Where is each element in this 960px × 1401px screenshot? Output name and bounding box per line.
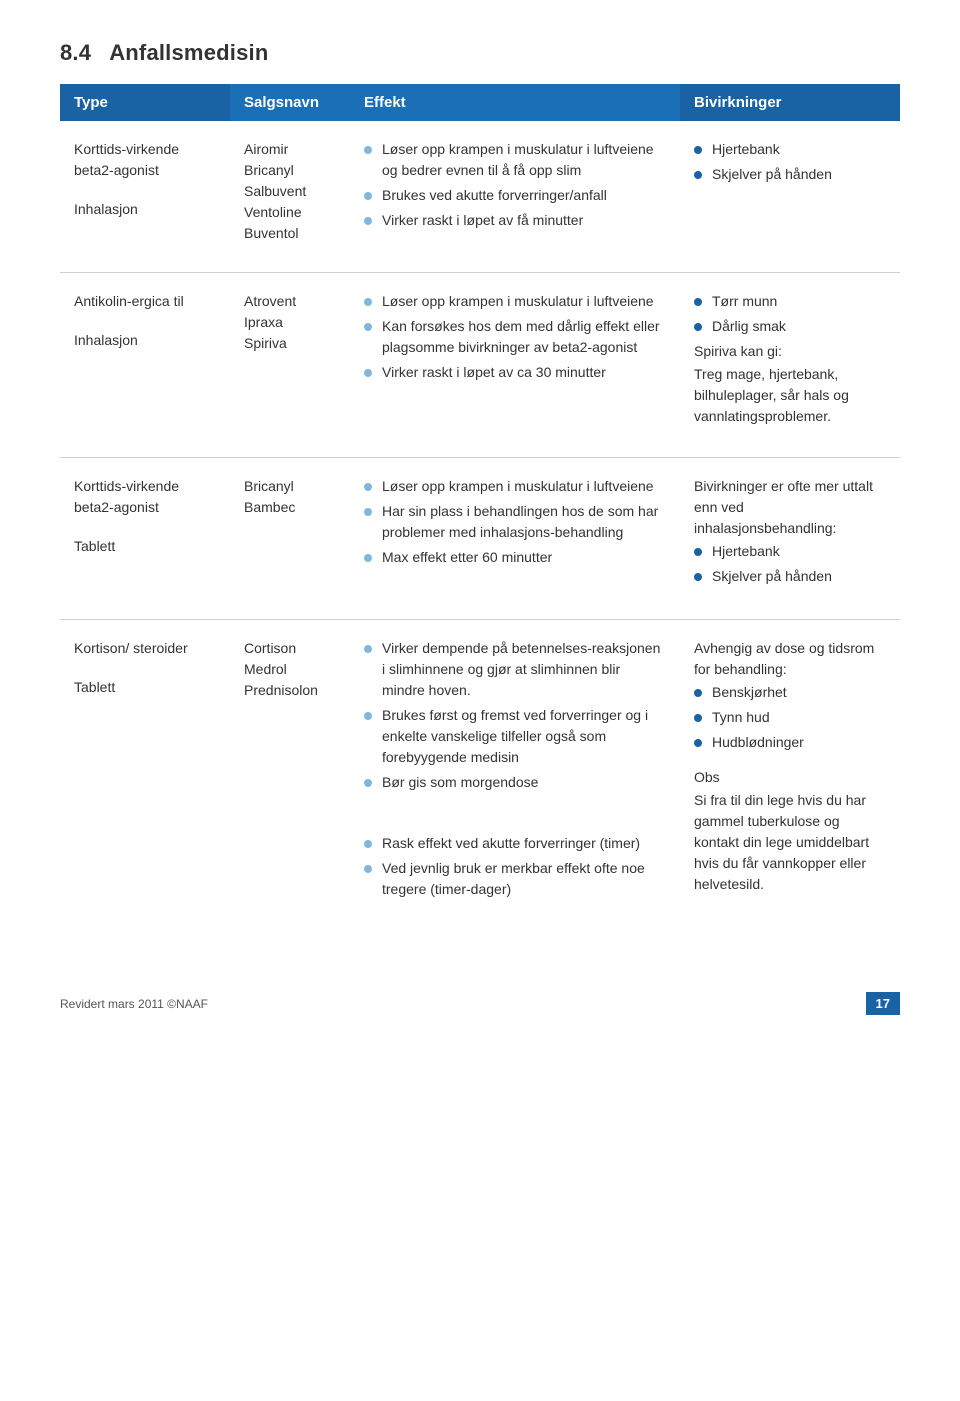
side-obs-text: Si fra til din lege hvis du har gammel t… xyxy=(694,790,886,895)
side-item: Benskjørhet xyxy=(694,682,886,703)
type-line1: Korttids-virkende beta2-agonist xyxy=(74,476,216,518)
brand-name: Medrol xyxy=(244,659,336,680)
side-cell: Hjertebank Skjelver på hånden xyxy=(680,139,900,244)
type-line2: Inhalasjon xyxy=(74,199,216,220)
effect-item: Har sin plass i behandlingen hos de som … xyxy=(364,501,666,543)
brand-name: Bricanyl xyxy=(244,476,336,497)
table-row: Korttids-virkende beta2-agonist Tablett Br… xyxy=(60,458,900,619)
side-item: Tynn hud xyxy=(694,707,886,728)
brand-name: Spiriva xyxy=(244,333,336,354)
section-title: 8.4 Anfallsmedisin xyxy=(60,40,900,66)
side-item: Tørr munn xyxy=(694,291,886,312)
type-line2: Tablett xyxy=(74,536,216,557)
effect-list-extra: Rask effekt ved akutte forverringer (tim… xyxy=(364,833,666,900)
type-line1: Kortison/ steroider xyxy=(74,638,216,659)
side-intro: Bivirkninger er ofte mer uttalt enn ved … xyxy=(694,476,886,539)
type-cell: Korttids-virkende beta2-agonist Inhalasjo… xyxy=(60,139,230,244)
side-list: Tørr munn Dårlig smak xyxy=(694,291,886,337)
side-free-line: Treg mage, hjertebank, bilhuleplager, så… xyxy=(694,364,886,427)
type-line1: Antikolin-ergica til xyxy=(74,291,216,312)
effect-item: Brukes ved akutte forverringer/anfall xyxy=(364,185,666,206)
effect-item: Virker raskt i løpet av ca 30 minutter xyxy=(364,362,666,383)
side-list: Hjertebank Skjelver på hånden xyxy=(694,139,886,185)
effect-item: Virker raskt i løpet av få minutter xyxy=(364,210,666,231)
side-item: Dårlig smak xyxy=(694,316,886,337)
header-type: Type xyxy=(60,84,230,121)
brand-name: Airomir xyxy=(244,139,336,160)
type-cell: Antikolin-ergica til Inhalasjon xyxy=(60,291,230,429)
effect-cell: Virker dempende på betennelses-reaksjone… xyxy=(350,638,680,904)
brand-name: Ventoline xyxy=(244,202,336,223)
side-obs: ObsSi fra til din lege hvis du har gamme… xyxy=(694,767,886,895)
side-intro: Avhengig av dose og tidsrom for behandli… xyxy=(694,638,886,680)
side-free: Spiriva kan gi:Treg mage, hjertebank, bi… xyxy=(694,341,886,427)
brand-name: Buventol xyxy=(244,223,336,244)
table-header: Type Salgsnavn Effekt Bivirkninger xyxy=(60,84,900,121)
brand-name: Ipraxa xyxy=(244,312,336,333)
effect-item: Virker dempende på betennelses-reaksjone… xyxy=(364,638,666,701)
effect-item: Max effekt etter 60 minutter xyxy=(364,547,666,568)
side-cell: Avhengig av dose og tidsrom for behandli… xyxy=(680,638,900,904)
type-line1: Korttids-virkende beta2-agonist xyxy=(74,139,216,181)
side-item: Skjelver på hånden xyxy=(694,164,886,185)
side-list: Benskjørhet Tynn hud Hudblødninger xyxy=(694,682,886,753)
table-row: Korttids-virkende beta2-agonist Inhalasjo… xyxy=(60,121,900,272)
rows-container: Korttids-virkende beta2-agonist Inhalasjo… xyxy=(60,121,900,932)
brand-cell: AtroventIpraxaSpiriva xyxy=(230,291,350,429)
side-item: Hjertebank xyxy=(694,541,886,562)
effect-item: Ved jevnlig bruk er merkbar effekt ofte … xyxy=(364,858,666,900)
effect-list: Løser opp krampen i muskulatur i luftvei… xyxy=(364,139,666,231)
brand-name: Prednisolon xyxy=(244,680,336,701)
effect-item: Løser opp krampen i muskulatur i luftvei… xyxy=(364,476,666,497)
brand-name: Cortison xyxy=(244,638,336,659)
type-cell: Korttids-virkende beta2-agonist Tablett xyxy=(60,476,230,591)
page-footer: Revidert mars 2011 ©NAAF 17 xyxy=(60,992,900,1015)
brand-cell: BricanylBambec xyxy=(230,476,350,591)
side-cell: Bivirkninger er ofte mer uttalt enn ved … xyxy=(680,476,900,591)
side-free-line: Spiriva kan gi: xyxy=(694,341,886,362)
side-list: Hjertebank Skjelver på hånden xyxy=(694,541,886,587)
table-row: Antikolin-ergica til Inhalasjon AtroventIp… xyxy=(60,273,900,457)
effect-cell: Løser opp krampen i muskulatur i luftvei… xyxy=(350,139,680,244)
header-brand: Salgsnavn xyxy=(230,84,350,121)
effect-item: Løser opp krampen i muskulatur i luftvei… xyxy=(364,139,666,181)
type-cell: Kortison/ steroider Tablett xyxy=(60,638,230,904)
header-side: Bivirkninger xyxy=(680,84,900,121)
table-row: Kortison/ steroider Tablett CortisonMedrol… xyxy=(60,620,900,932)
brand-name: Salbuvent xyxy=(244,181,336,202)
section-number: 8.4 xyxy=(60,40,91,65)
header-effect: Effekt xyxy=(350,84,680,121)
effect-cell: Løser opp krampen i muskulatur i luftvei… xyxy=(350,476,680,591)
brand-cell: AiromirBricanylSalbuventVentolineBuvento… xyxy=(230,139,350,244)
type-line2: Tablett xyxy=(74,677,216,698)
effect-item: Løser opp krampen i muskulatur i luftvei… xyxy=(364,291,666,312)
brand-name: Bambec xyxy=(244,497,336,518)
brand-cell: CortisonMedrolPrednisolon xyxy=(230,638,350,904)
effect-cell: Løser opp krampen i muskulatur i luftvei… xyxy=(350,291,680,429)
section-name: Anfallsmedisin xyxy=(109,40,268,65)
effect-list: Virker dempende på betennelses-reaksjone… xyxy=(364,638,666,793)
effect-item: Bør gis som morgendose xyxy=(364,772,666,793)
footer-page: 17 xyxy=(866,992,900,1015)
side-item: Skjelver på hånden xyxy=(694,566,886,587)
footer-rev: Revidert mars 2011 ©NAAF xyxy=(60,997,208,1011)
effect-list: Løser opp krampen i muskulatur i luftvei… xyxy=(364,291,666,383)
effect-item: Rask effekt ved akutte forverringer (tim… xyxy=(364,833,666,854)
effect-item: Brukes først og fremst ved forverringer … xyxy=(364,705,666,768)
side-cell: Tørr munn Dårlig smak Spiriva kan gi:Treg … xyxy=(680,291,900,429)
effect-item: Kan forsøkes hos dem med dårlig effekt e… xyxy=(364,316,666,358)
brand-name: Atrovent xyxy=(244,291,336,312)
side-item: Hudblødninger xyxy=(694,732,886,753)
side-obs-label: Obs xyxy=(694,767,886,788)
type-line2: Inhalasjon xyxy=(74,330,216,351)
effect-list: Løser opp krampen i muskulatur i luftvei… xyxy=(364,476,666,568)
side-item: Hjertebank xyxy=(694,139,886,160)
brand-name: Bricanyl xyxy=(244,160,336,181)
